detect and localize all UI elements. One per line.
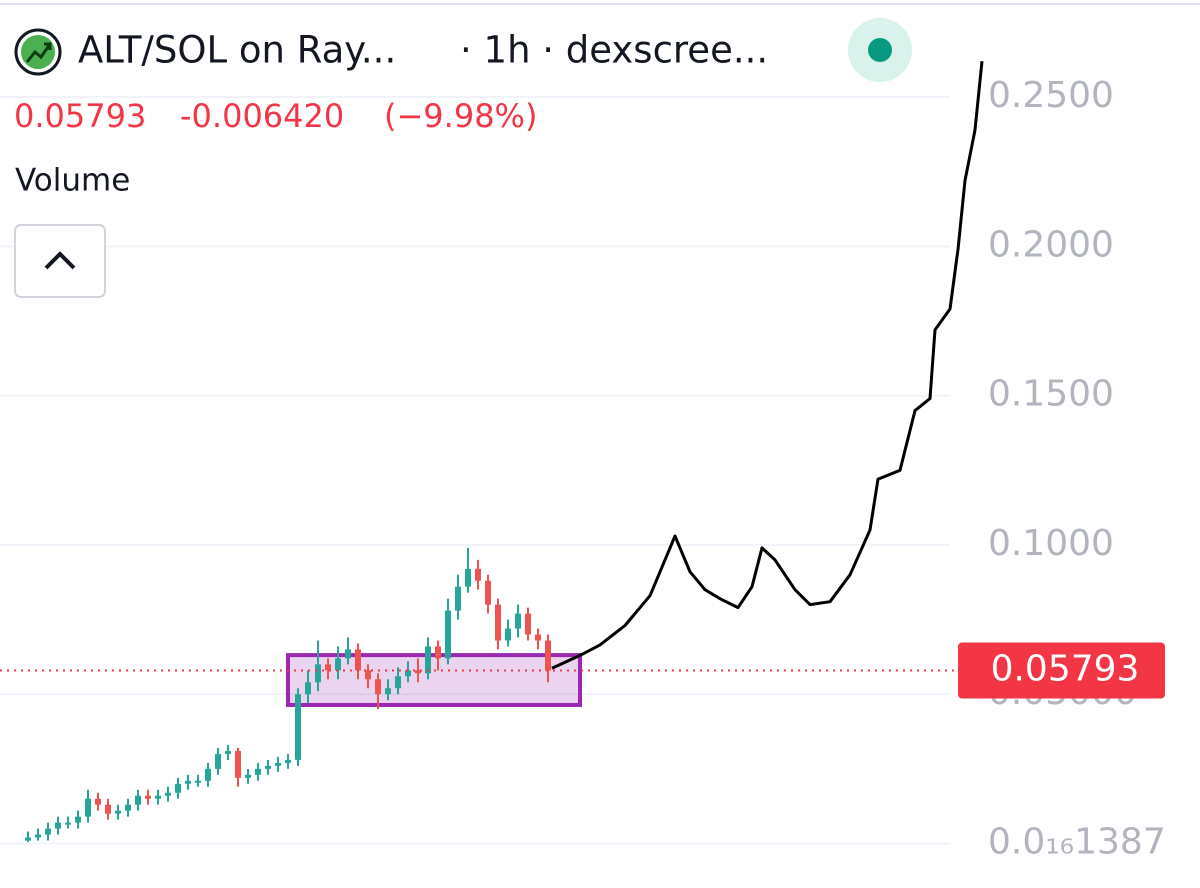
candle-body xyxy=(535,634,541,641)
chevron xyxy=(44,251,76,270)
candle-body xyxy=(395,676,401,689)
y-tick-label: 0.2000 xyxy=(988,224,1114,265)
candle-body xyxy=(245,774,251,778)
price-change: -0.006420 xyxy=(180,97,344,135)
symbol-meta: · 1h · dexscree... xyxy=(460,29,768,72)
candle-body xyxy=(285,759,291,763)
candle-body xyxy=(435,646,441,659)
candle-body xyxy=(95,798,101,805)
candle-body xyxy=(225,750,231,754)
drawn-projection xyxy=(551,61,984,670)
candle-body xyxy=(335,658,341,671)
range-box xyxy=(286,653,582,707)
candle-body xyxy=(505,628,511,641)
candle-body xyxy=(345,649,351,659)
candle-body xyxy=(55,822,61,829)
candle-body xyxy=(325,664,331,671)
candle-body xyxy=(145,795,151,799)
candle-body xyxy=(105,804,111,814)
y-tick-label: 0.2500 xyxy=(988,75,1114,116)
last-price-tag xyxy=(958,642,1165,699)
candle-body xyxy=(155,795,161,799)
candle-body xyxy=(265,765,271,769)
candle-body xyxy=(495,604,501,641)
y-tick-label: 0.1000 xyxy=(988,523,1114,564)
last-price: 0.05793 xyxy=(14,97,146,135)
candle-body xyxy=(85,798,91,817)
candle-body xyxy=(545,640,551,671)
candle-body xyxy=(45,828,51,835)
candle-body xyxy=(405,670,411,677)
candle-body xyxy=(205,768,211,781)
status-dot xyxy=(868,38,892,62)
candle-body xyxy=(185,780,191,784)
candle-body xyxy=(215,753,221,769)
icon-fill xyxy=(21,35,55,69)
candle-body xyxy=(315,664,321,683)
candle-body xyxy=(525,613,531,635)
symbol-icon xyxy=(14,28,62,76)
price-change-pct: (−9.98%) xyxy=(384,97,537,135)
candle-body xyxy=(275,762,281,766)
candle-body xyxy=(125,804,131,811)
candle-body xyxy=(25,837,31,841)
candle-body xyxy=(195,780,201,783)
candle-body xyxy=(415,670,421,674)
indicator-name: Volume xyxy=(15,163,130,199)
candle-body xyxy=(255,768,261,775)
candle-body xyxy=(355,649,361,671)
candle-body xyxy=(445,610,451,659)
y-tick-label: 0.0₁₆1387 xyxy=(988,822,1166,863)
candle-body xyxy=(175,783,181,793)
marks xyxy=(0,61,984,843)
icon-arrow-head xyxy=(44,42,52,50)
candle-body xyxy=(455,586,461,611)
candle-body xyxy=(35,834,41,838)
candle-body xyxy=(135,795,141,805)
candle-body xyxy=(75,816,81,823)
candle-body xyxy=(295,694,301,760)
candle-body xyxy=(375,679,381,695)
candle-body xyxy=(365,670,371,680)
candle-body xyxy=(305,682,311,695)
candle-body xyxy=(385,688,391,695)
symbol-title: ALT/SOL on Ray... xyxy=(78,29,396,72)
collapse-button[interactable] xyxy=(14,224,106,298)
icon-arrow xyxy=(25,43,52,63)
candle-body xyxy=(485,580,491,605)
candle-body xyxy=(515,613,521,629)
grid xyxy=(0,96,950,845)
candle-body xyxy=(475,568,481,581)
candle-body xyxy=(165,792,171,796)
last-price-tag-label: 0.05793 xyxy=(991,649,1140,690)
y-tick-label: 0.1500 xyxy=(988,374,1114,415)
candle-body xyxy=(115,810,121,814)
candle-body xyxy=(235,750,241,778)
candle-body xyxy=(465,568,471,587)
candle-body xyxy=(425,646,431,674)
candle-body xyxy=(65,822,71,825)
